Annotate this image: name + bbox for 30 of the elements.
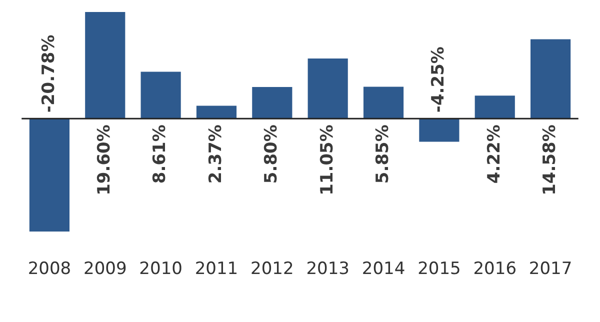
- x-tick-label: 2012: [250, 259, 294, 280]
- bar: [308, 58, 348, 119]
- x-tick-label: 2015: [418, 259, 461, 280]
- x-tick-label: 2009: [83, 259, 127, 280]
- bar: [85, 12, 126, 119]
- data-label: 5.85%: [372, 124, 393, 184]
- x-tick-label: 2011: [194, 259, 238, 280]
- data-label: 19.60%: [94, 124, 115, 196]
- x-tick-label: 2016: [473, 259, 517, 280]
- data-label: 5.80%: [262, 124, 282, 184]
- bar: [530, 39, 571, 119]
- bar: [140, 72, 181, 119]
- bar: [474, 96, 515, 119]
- x-tick-label: 2017: [528, 259, 572, 280]
- data-label: 8.61%: [150, 124, 170, 184]
- bar: [363, 86, 404, 119]
- bar: [419, 118, 460, 142]
- bar: [252, 87, 292, 119]
- x-tick-label: 2013: [306, 259, 350, 280]
- x-tick-label: 2014: [362, 259, 406, 280]
- data-label: -20.78%: [38, 34, 59, 113]
- bar: [29, 118, 70, 232]
- data-label: 4.22%: [484, 124, 504, 184]
- data-label: 11.05%: [317, 124, 338, 196]
- data-label: 2.37%: [206, 124, 226, 184]
- data-label: -4.25%: [428, 46, 449, 113]
- x-tick-label: 2010: [139, 259, 182, 280]
- x-tick-label: 2008: [28, 259, 72, 280]
- bar: [196, 106, 237, 119]
- data-label: 14.58%: [540, 124, 560, 196]
